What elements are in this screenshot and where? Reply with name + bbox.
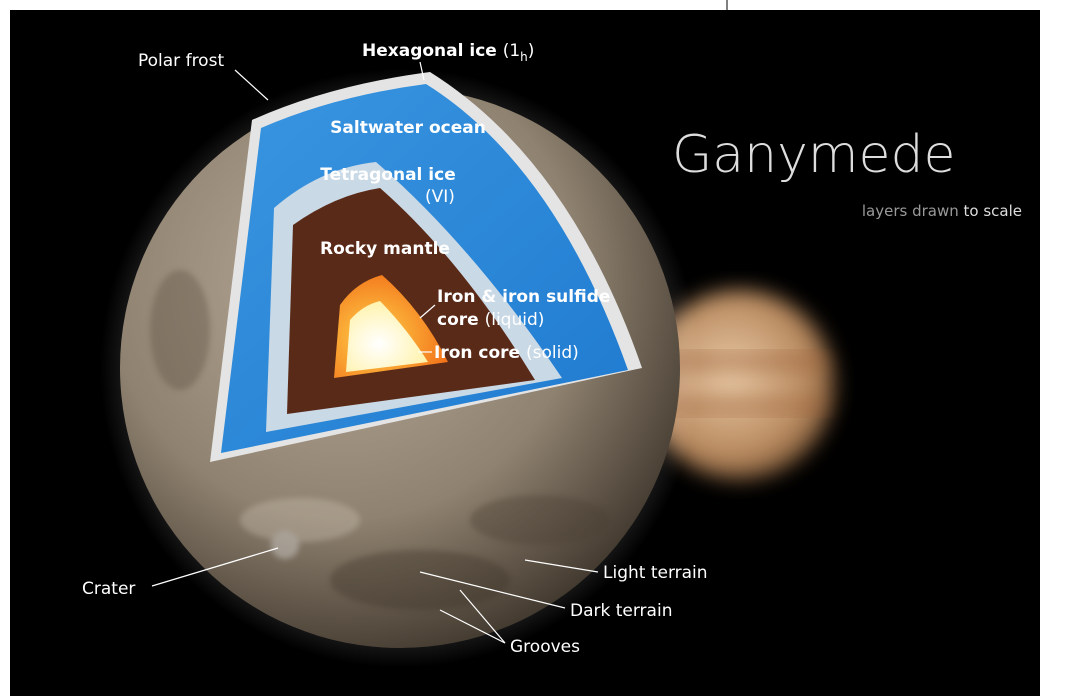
label: Tetragonal ice: [320, 165, 455, 185]
label: Rocky mantle: [320, 239, 450, 259]
label: Iron core (solid): [434, 343, 579, 363]
label: Iron & iron sulfide: [437, 287, 610, 307]
label: Crater: [82, 579, 135, 599]
subtitle: layers drawn: [862, 202, 959, 220]
label: core: [437, 310, 479, 330]
label: (1: [503, 41, 520, 61]
label: Grooves: [510, 637, 580, 657]
label: ): [528, 41, 535, 61]
label: h: [520, 50, 528, 64]
label: Light terrain: [603, 563, 708, 583]
label: Saltwater ocean: [330, 118, 486, 138]
label: Iron core: [434, 343, 520, 363]
label: Polar frost: [138, 51, 224, 71]
title: Ganymede: [672, 125, 956, 185]
subtitle: layers drawn to scale: [862, 202, 1022, 220]
label: (liquid): [485, 310, 545, 330]
label: (VI): [425, 187, 455, 207]
label: (solid): [526, 343, 579, 363]
page: Polar frost Hexagonal ice (1h) Saltwater…: [0, 0, 1073, 696]
label: Hexagonal ice: [362, 41, 497, 61]
label: core (liquid): [437, 310, 544, 330]
subtitle: to scale: [964, 202, 1022, 220]
label: Dark terrain: [570, 601, 672, 621]
label: Hexagonal ice (1h): [362, 41, 534, 64]
diagram: Polar frost Hexagonal ice (1h) Saltwater…: [0, 0, 1073, 696]
